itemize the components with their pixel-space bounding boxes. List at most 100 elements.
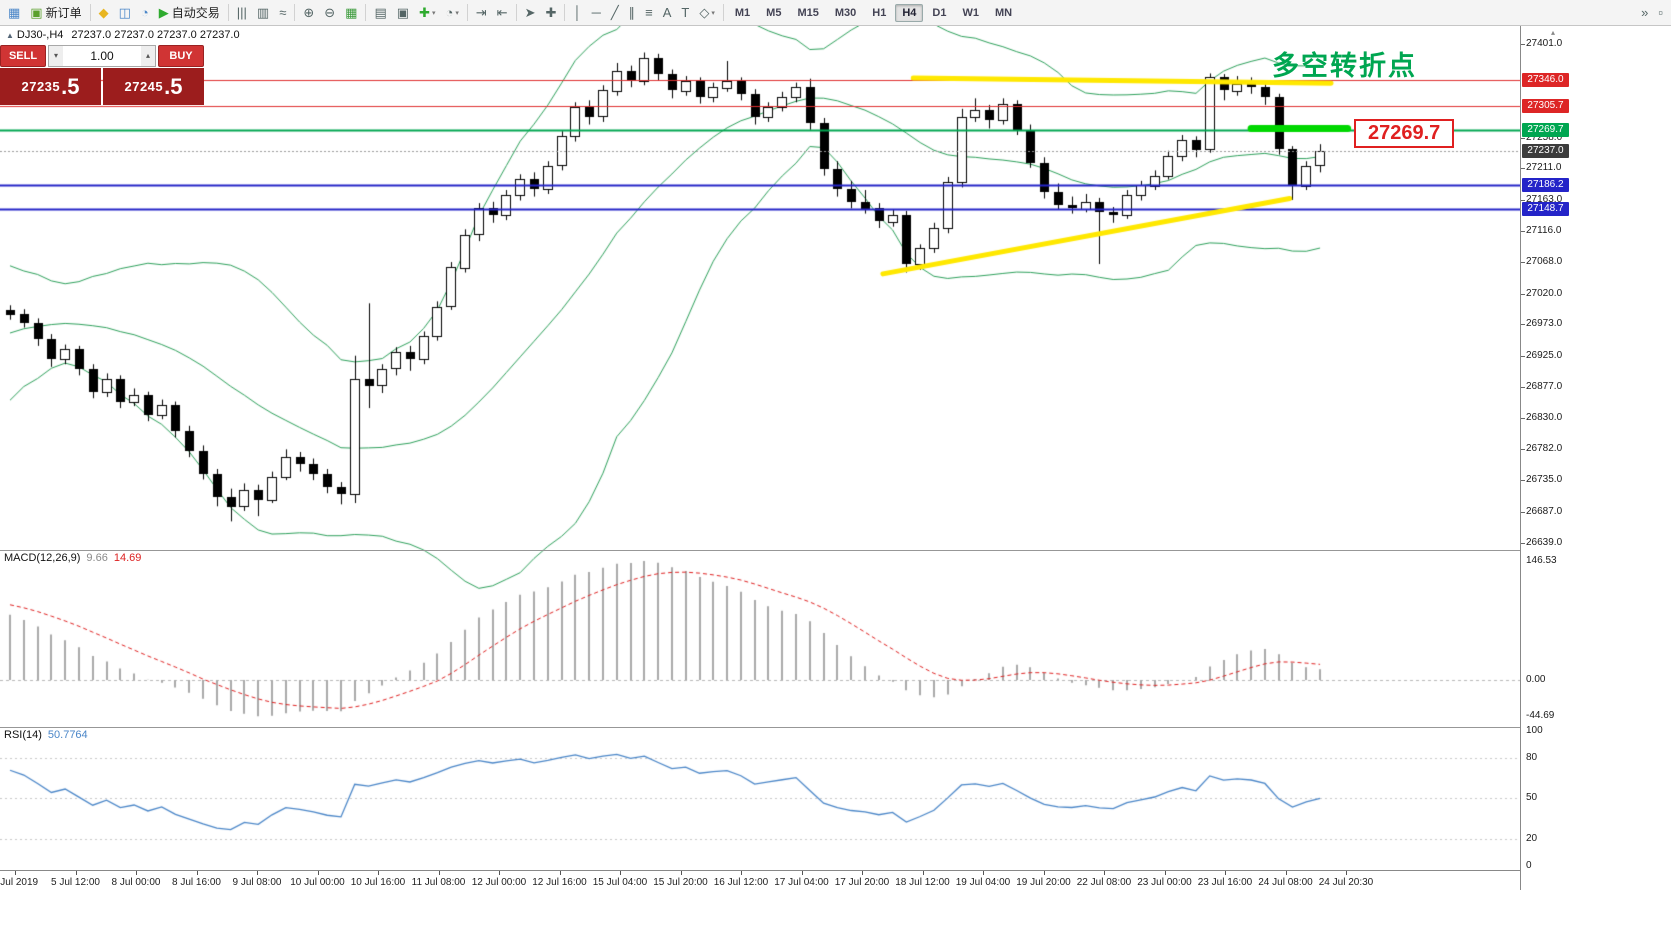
time-axis[interactable]: 3 Jul 2019 5 Jul 12:00 8 Jul 00:00 8 Jul 16… bbox=[0, 870, 1520, 893]
timeframe-w1-button[interactable]: W1 bbox=[962, 6, 979, 19]
price-axis-tickmark bbox=[1521, 44, 1525, 45]
cascade-windows-icon: ▣ bbox=[396, 4, 410, 20]
text-label-button[interactable]: T bbox=[677, 2, 693, 24]
timeframe-m1-button[interactable]: M1 bbox=[734, 6, 751, 19]
timeframe-h1-button[interactable]: H1 bbox=[872, 6, 887, 19]
autotrading-button[interactable]: ▶ 自动交易 bbox=[155, 2, 224, 24]
refresh-button[interactable]: ◔ bbox=[137, 2, 153, 24]
time-axis-tickmark bbox=[680, 871, 682, 875]
time-axis-label: 16 Jul 12:00 bbox=[713, 877, 769, 888]
fibonacci-button[interactable]: ≡ bbox=[641, 2, 657, 24]
sell-button[interactable]: SELL bbox=[0, 45, 46, 67]
volume-control[interactable]: ▾ 1.00 ▴ bbox=[48, 45, 156, 67]
volume-up-icon[interactable]: ▴ bbox=[141, 46, 155, 66]
toolbar-overflow-button[interactable]: » bbox=[1637, 2, 1652, 24]
chart-window-icon[interactable]: ▦ bbox=[4, 2, 24, 24]
price-axis-tickmark bbox=[1521, 417, 1525, 419]
price-axis-tickmark bbox=[1521, 230, 1525, 232]
tile-windows-button[interactable]: ▤ bbox=[370, 2, 390, 24]
bid-price[interactable]: 27235.5 bbox=[0, 68, 101, 105]
profiles-button[interactable]: ◫ bbox=[115, 2, 135, 24]
symbol-ohlc-values: 27237.0 27237.0 27237.0 27237.0 bbox=[71, 29, 240, 41]
main-chart-canvas[interactable] bbox=[0, 26, 1520, 870]
time-axis-tickmark bbox=[75, 871, 77, 875]
toolbar-separator bbox=[227, 4, 229, 21]
chevron-down-icon[interactable]: ▾ bbox=[455, 9, 459, 17]
trendline-button[interactable]: ╱ bbox=[607, 2, 623, 24]
indicators-button[interactable]: ▦ bbox=[341, 2, 361, 24]
chevron-down-icon[interactable]: ▾ bbox=[431, 9, 436, 17]
time-axis-tickmark bbox=[1043, 871, 1045, 875]
shapes-button[interactable]: ◇ ▾ bbox=[695, 2, 719, 24]
time-axis-tickmark bbox=[620, 871, 621, 875]
line-chart-button[interactable]: ≈ bbox=[275, 2, 290, 24]
price-axis-tickmark bbox=[1521, 262, 1525, 264]
chart-shift-icon: ⇥ bbox=[475, 4, 487, 20]
price-axis-tickmark bbox=[1521, 387, 1525, 389]
crosshair-button[interactable]: ✚ bbox=[542, 2, 561, 24]
zoom-in-button[interactable]: ⊕ bbox=[299, 2, 318, 24]
chevron-down-icon[interactable]: ▾ bbox=[711, 9, 715, 17]
zoom-out-button[interactable]: ⊖ bbox=[320, 2, 339, 24]
price-axis-tick: 26925.0 bbox=[1526, 349, 1563, 361]
time-axis-tickmark bbox=[1225, 871, 1226, 875]
rsi-axis-tick: 0 bbox=[1526, 859, 1532, 871]
new-chart-button[interactable]: ✚ ▾ bbox=[415, 2, 439, 24]
symbol-marker-icon: ▲ bbox=[6, 31, 14, 40]
macd-panel-separator[interactable] bbox=[0, 550, 1569, 551]
autotrading-button-label: 自动交易 bbox=[171, 6, 220, 20]
new-order-button[interactable]: ▣ 新订单 bbox=[26, 2, 85, 24]
price-axis-tickmark bbox=[1521, 137, 1525, 139]
bar-chart-button[interactable]: ||| bbox=[233, 2, 251, 24]
price-badge-27346.0: 27346.0 bbox=[1522, 73, 1569, 88]
chart-period-button[interactable]: ◔ ▾ bbox=[441, 2, 462, 24]
time-axis-label: 10 Jul 16:00 bbox=[350, 877, 406, 888]
toolbar-separator bbox=[466, 4, 468, 21]
price-axis-tick: 27116.0 bbox=[1526, 224, 1562, 236]
timeframe-m5-button[interactable]: M5 bbox=[766, 6, 782, 19]
price-axis-tick: 26735.0 bbox=[1526, 474, 1563, 486]
price-tag-label: 27269.7 bbox=[1354, 119, 1455, 148]
buy-button[interactable]: BUY bbox=[158, 45, 204, 67]
bar-chart-icon: ||| bbox=[236, 4, 247, 20]
horizontal-line-button[interactable]: ─ bbox=[588, 2, 605, 24]
volume-down-icon[interactable]: ▾ bbox=[49, 46, 63, 66]
candlestick-chart-button[interactable]: ▥ bbox=[253, 2, 273, 24]
main-toolbar: ▦ ▣ 新订单 ◆ ◫ ◔ ▶ 自动交易 ||| ▥ ≈ ⊕ ⊖ ▦ ▤ ▣ ✚ ▾ ◔ ▾ ⇥ ⇤ ➤ ✚ │ ─ ╱ ∥ ≡ A T ◇ ▾… bbox=[0, 0, 1671, 26]
price-axis[interactable]: ▴ 27401.0 27258.0 27211.0 27163.0 27116.0 270… bbox=[1520, 26, 1570, 890]
toolbar-customize-button[interactable]: ▫ bbox=[1654, 2, 1667, 24]
favorites-button[interactable]: ◆ bbox=[95, 2, 113, 24]
auto-scroll-button[interactable]: ⇤ bbox=[493, 2, 512, 24]
time-axis-tickmark bbox=[801, 871, 803, 875]
new-order-button-label: 新订单 bbox=[45, 6, 82, 20]
cursor-button[interactable]: ➤ bbox=[521, 2, 540, 24]
price-axis-scroll-icon[interactable]: ▴ bbox=[1551, 28, 1556, 37]
volume-value[interactable]: 1.00 bbox=[90, 49, 114, 63]
rsi-panel-separator[interactable] bbox=[0, 727, 1569, 728]
time-axis-label: 18 Jul 12:00 bbox=[895, 877, 950, 888]
timeframe-h4-button[interactable]: H4 bbox=[895, 3, 924, 22]
ask-price[interactable]: 27245.5 bbox=[103, 68, 204, 105]
horizontal-line-icon: ─ bbox=[591, 4, 601, 20]
channel-button[interactable]: ∥ bbox=[625, 2, 640, 24]
time-axis-tickmark bbox=[196, 871, 198, 875]
time-axis-tickmark bbox=[257, 871, 258, 875]
text-button[interactable]: A bbox=[659, 2, 676, 24]
price-badge-27237.0: 27237.0 bbox=[1522, 144, 1569, 159]
fibonacci-icon: ≡ bbox=[645, 4, 653, 20]
macd-axis-tick: 146.53 bbox=[1526, 555, 1557, 566]
rsi-indicator-label: RSI(14) 50.7764 bbox=[4, 729, 88, 741]
price-axis-tickmark bbox=[1521, 543, 1525, 544]
cascade-windows-button[interactable]: ▣ bbox=[393, 2, 413, 24]
timeframe-m30-button[interactable]: M30 bbox=[834, 6, 857, 19]
vertical-line-button[interactable]: │ bbox=[569, 2, 585, 24]
timeframe-d1-button[interactable]: D1 bbox=[932, 6, 947, 19]
timeframe-mn-button[interactable]: MN bbox=[994, 6, 1013, 19]
price-axis-tickmark bbox=[1521, 168, 1525, 170]
timeframe-m15-button[interactable]: M15 bbox=[797, 6, 819, 19]
rsi-axis-tick: 100 bbox=[1526, 725, 1543, 736]
chart-shift-button[interactable]: ⇥ bbox=[472, 2, 491, 24]
price-axis-tick: 27258.0 bbox=[1526, 131, 1563, 143]
candlestick-chart-icon: ▥ bbox=[256, 4, 270, 20]
